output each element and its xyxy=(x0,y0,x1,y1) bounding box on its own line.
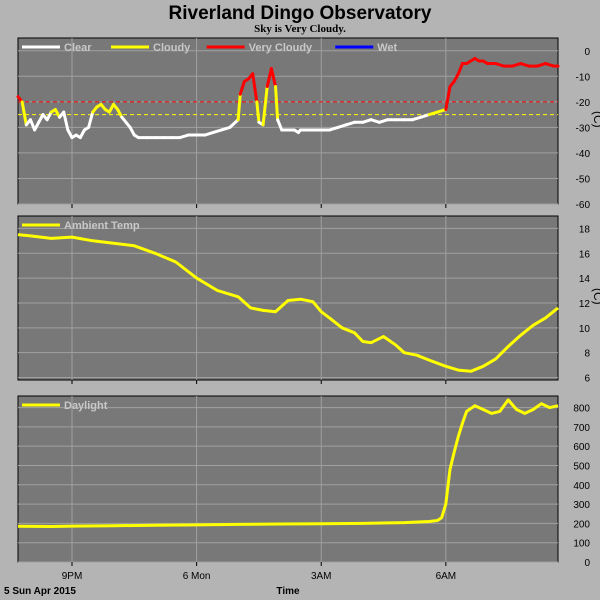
y-tick-label-daylight: 300 xyxy=(573,500,590,511)
x-tick-label: 3AM xyxy=(311,571,332,582)
footer-date: 5 Sun Apr 2015 xyxy=(4,586,76,597)
legend-label: Wet xyxy=(377,42,397,54)
series-segment xyxy=(261,85,269,127)
series-daylight xyxy=(17,398,559,528)
y-tick-label-daylight: 200 xyxy=(573,519,590,530)
y-tick-label-sky: -60 xyxy=(576,200,591,211)
series-segment xyxy=(238,79,246,96)
y-tick-label-temp: 16 xyxy=(579,249,591,260)
series-segment xyxy=(274,85,280,122)
x-tick-label: 9PM xyxy=(62,571,83,582)
series-segment xyxy=(20,100,28,127)
y-tick-label-daylight: 400 xyxy=(573,481,590,492)
y-tick-label-sky: -30 xyxy=(576,123,591,134)
chart-subtitle: Sky is Very Cloudy. xyxy=(254,23,346,35)
plot-area-sky xyxy=(17,37,559,205)
y-tick-label-temp: 14 xyxy=(579,274,591,285)
legend-label: Very Cloudy xyxy=(249,42,313,54)
y-tick-label-daylight: 600 xyxy=(573,442,590,453)
series-segment xyxy=(62,110,70,132)
y-tick-label-temp: 12 xyxy=(579,299,591,310)
y-tick-label-daylight: 0 xyxy=(584,558,590,569)
series-line-daylight xyxy=(17,398,559,528)
legend-label: Clear xyxy=(64,42,92,54)
y-tick-label-daylight: 800 xyxy=(573,404,590,415)
y-tick-label-temp: 18 xyxy=(579,224,591,235)
series-segment xyxy=(251,72,259,104)
y-unit-label-sky: (C) xyxy=(591,111,600,128)
y-tick-label-daylight: 100 xyxy=(573,539,590,550)
y-tick-label-sky: -20 xyxy=(576,98,591,109)
series-sky xyxy=(16,56,560,140)
y-tick-label-sky: -50 xyxy=(576,174,591,185)
series-segment xyxy=(444,85,452,112)
y-tick-label-temp: 10 xyxy=(579,324,591,335)
series-segment xyxy=(456,62,464,76)
series-segment xyxy=(255,100,261,124)
legend-label: Ambient Temp xyxy=(64,220,140,232)
y-tick-label-sky: -10 xyxy=(576,72,591,83)
x-axis-label: Time xyxy=(276,586,300,597)
y-tick-label-daylight: 500 xyxy=(573,461,590,472)
series-temp xyxy=(17,233,559,373)
series-segment xyxy=(228,118,240,129)
series-segment xyxy=(269,67,278,89)
legend-label: Cloudy xyxy=(153,42,191,54)
y-tick-label-temp: 8 xyxy=(584,349,590,360)
y-tick-label-temp: 6 xyxy=(584,374,590,385)
legend-label: Daylight xyxy=(64,400,108,412)
plot-area-daylight xyxy=(17,395,559,563)
y-tick-label-sky: 0 xyxy=(584,47,590,58)
y-tick-label-sky: -40 xyxy=(576,149,591,160)
chart-title: Riverland Dingo Observatory xyxy=(169,3,432,24)
series-segment xyxy=(236,92,242,122)
x-tick-label: 6 Mon xyxy=(183,571,211,582)
x-tick-label: 6AM xyxy=(436,571,457,582)
series-segment xyxy=(87,110,95,129)
series-segment xyxy=(276,118,284,132)
y-unit-label-temp: (C) xyxy=(591,288,600,305)
series-line-temp xyxy=(17,233,559,373)
y-tick-label-daylight: 700 xyxy=(573,423,590,434)
